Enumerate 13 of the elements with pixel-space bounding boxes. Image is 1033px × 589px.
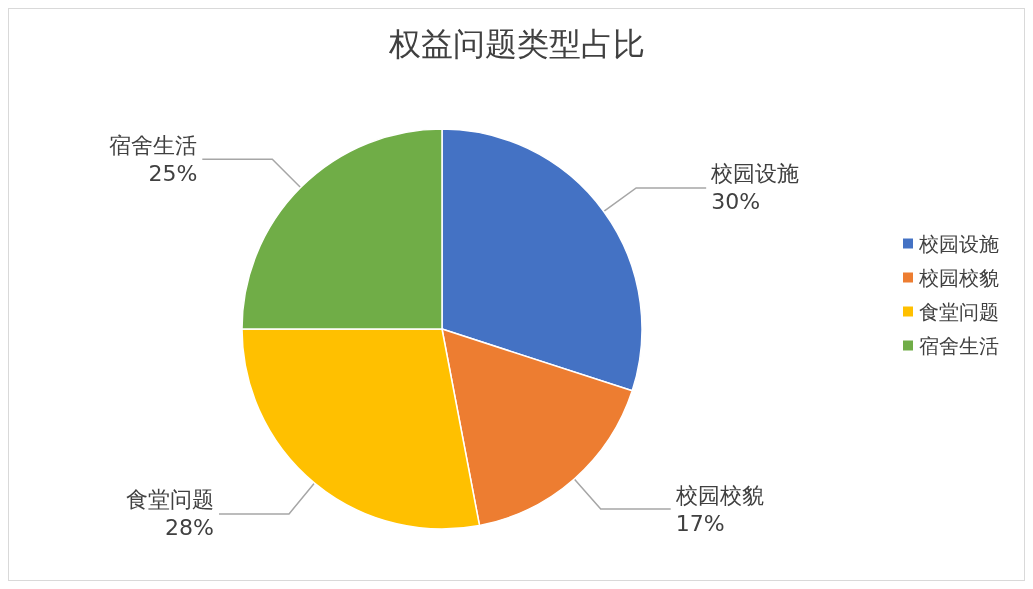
data-label: 30% [711,189,761,215]
slice-label: 校园设施 [710,161,800,187]
slice-label: 宿舍生活 [109,132,198,158]
data-label: 28% [165,515,215,541]
legend-label: 宿舍生活 [919,333,999,358]
legend-label: 校园设施 [918,231,999,256]
slice-label: 食堂问题 [126,487,215,513]
legend-label: 食堂问题 [919,299,999,324]
data-label: 17% [675,510,725,536]
legend-label: 校园校貌 [918,265,999,290]
chart-title: 权益问题类型占比 [387,25,645,63]
slice-label: 校园校貌 [674,482,764,508]
data-label: 25% [148,160,198,186]
